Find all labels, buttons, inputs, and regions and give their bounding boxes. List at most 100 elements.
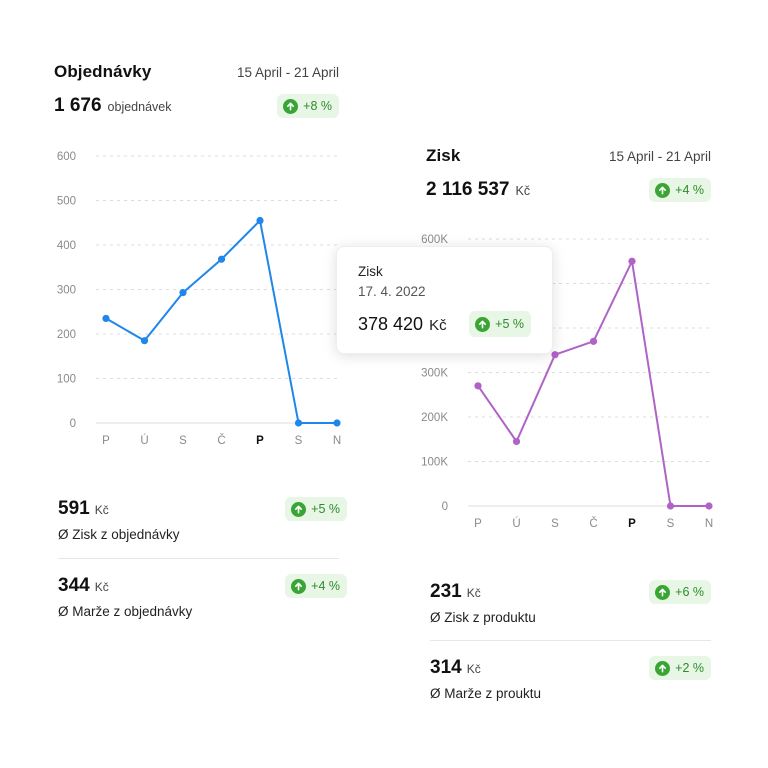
stat-change-badge: +5 % — [285, 497, 347, 521]
orders-stat-profit: 591 Kč +5 % Ø Zisk z objednávky — [58, 497, 347, 542]
tooltip-change-text: +5 % — [495, 317, 524, 331]
profit-title: Zisk — [426, 146, 461, 165]
orders-total-unit: objednávek — [107, 100, 172, 114]
x-tick-label: S — [295, 435, 303, 447]
data-point[interactable] — [589, 337, 598, 345]
orders-change-text: +8 % — [303, 99, 332, 113]
orders-total: 1 676 objednávek — [54, 95, 172, 117]
x-tick-label: S — [179, 435, 187, 447]
arrow-up-icon — [291, 501, 307, 517]
data-point[interactable] — [140, 337, 149, 345]
stat-label: Ø Marže z prouktu — [430, 686, 542, 701]
profit-card: Zisk 15 April - 21 April 2 116 537 Kč +4… — [426, 146, 711, 202]
profit-total-unit: Kč — [515, 184, 531, 198]
y-tick-label: 200 — [57, 329, 76, 341]
data-point[interactable] — [294, 419, 303, 427]
y-tick-label: 600 — [57, 151, 76, 163]
orders-date-range[interactable]: 15 April - 21 April — [236, 65, 339, 80]
y-tick-label: 300 — [57, 285, 76, 297]
x-tick-label: S — [551, 518, 559, 530]
data-point[interactable] — [333, 419, 341, 427]
x-tick-label: Ú — [512, 517, 520, 530]
tooltip-unit: Kč — [429, 316, 447, 334]
orders-total-row: 1 676 objednávek +8 % — [54, 94, 339, 118]
stat-unit: Kč — [94, 580, 109, 594]
series-line — [105, 219, 337, 424]
profit-total-row: 2 116 537 Kč +4 % — [426, 178, 711, 202]
orders-header: Objednávky 15 April - 21 April — [54, 62, 339, 82]
stat-label: Ø Zisk z produktu — [430, 610, 536, 625]
arrow-up-icon — [655, 182, 671, 198]
stat-change-text: +4 % — [311, 579, 340, 593]
x-tick-label: Č — [589, 517, 597, 530]
stat-value: 231 — [430, 581, 462, 602]
arrow-up-icon — [475, 316, 491, 332]
x-tick-label: N — [705, 518, 713, 530]
y-tick-label: 600K — [421, 234, 448, 246]
stat-label: Ø Zisk z objednávky — [58, 527, 180, 542]
data-point[interactable] — [179, 289, 187, 297]
arrow-up-icon — [655, 584, 671, 600]
profit-stat-margin: 314 Kč +2 % Ø Marže z prouktu — [430, 656, 715, 701]
chart-tooltip: Zisk 17. 4. 2022 378 420 Kč +5 % — [336, 246, 553, 354]
profit-change-text: +4 % — [675, 183, 704, 197]
stat-change-text: +6 % — [675, 585, 704, 599]
stat-label: Ø Marže z objednávky — [58, 604, 193, 619]
y-tick-label: 500 — [57, 196, 76, 208]
data-point[interactable] — [102, 314, 110, 323]
divider — [58, 558, 339, 559]
orders-stat-margin: 344 Kč +4 % Ø Marže z objednávky — [58, 574, 347, 619]
data-point[interactable] — [705, 502, 713, 510]
x-tick-label: P — [474, 518, 482, 530]
x-tick-label: Č — [217, 434, 225, 447]
x-tick-label: P — [628, 518, 636, 530]
x-tick-label: S — [667, 518, 675, 530]
orders-card: Objednávky 15 April - 21 April 1 676 obj… — [54, 62, 339, 118]
arrow-up-icon — [291, 578, 307, 594]
x-tick-label: P — [102, 435, 110, 447]
orders-total-value: 1 676 — [54, 95, 102, 116]
profit-total: 2 116 537 Kč — [426, 179, 530, 201]
stat-unit: Kč — [94, 503, 109, 517]
data-point[interactable] — [551, 351, 559, 359]
data-point[interactable] — [666, 502, 675, 510]
data-point[interactable] — [474, 382, 482, 390]
y-tick-label: 400 — [57, 240, 76, 252]
arrow-up-icon — [655, 660, 671, 676]
stat-unit: Kč — [466, 586, 481, 600]
stat-value: 314 — [430, 657, 462, 678]
data-point[interactable] — [512, 437, 521, 446]
data-point[interactable] — [217, 255, 226, 263]
tooltip-date: 17. 4. 2022 — [358, 284, 426, 299]
data-point[interactable] — [256, 216, 264, 225]
stat-change-text: +5 % — [311, 502, 340, 516]
x-tick-label: Ú — [140, 434, 148, 447]
profit-date-range[interactable]: 15 April - 21 April — [608, 149, 711, 164]
x-tick-label: P — [256, 435, 264, 447]
orders-line-chart[interactable]: 0 100 200 300 400 500 600 P Ú S Č P S N — [40, 146, 350, 452]
tooltip-change-badge: +5 % — [469, 311, 531, 337]
stat-change-badge: +6 % — [649, 580, 711, 604]
y-tick-label: 0 — [442, 501, 448, 513]
profit-stat-profit: 231 Kč +6 % Ø Zisk z produktu — [430, 580, 715, 625]
orders-title: Objednávky — [54, 62, 152, 81]
tooltip-value: 378 420 — [358, 313, 424, 334]
profit-header: Zisk 15 April - 21 April — [426, 146, 711, 166]
stat-change-badge: +2 % — [649, 656, 711, 680]
y-tick-label: 300K — [421, 368, 448, 380]
orders-change-badge: +8 % — [277, 94, 339, 118]
profit-total-value: 2 116 537 — [426, 179, 510, 200]
x-tick-label: N — [333, 435, 341, 447]
stat-value: 344 — [58, 575, 90, 596]
arrow-up-icon — [283, 98, 299, 114]
profit-change-badge: +4 % — [649, 178, 711, 202]
y-tick-label: 100K — [421, 457, 448, 469]
divider — [430, 640, 711, 641]
y-tick-label: 0 — [70, 418, 76, 430]
stat-value: 591 — [58, 498, 90, 519]
stat-unit: Kč — [466, 662, 481, 676]
y-tick-label: 200K — [421, 412, 448, 424]
data-point[interactable] — [628, 257, 636, 265]
stat-change-text: +2 % — [675, 661, 704, 675]
stat-change-badge: +4 % — [285, 574, 347, 598]
